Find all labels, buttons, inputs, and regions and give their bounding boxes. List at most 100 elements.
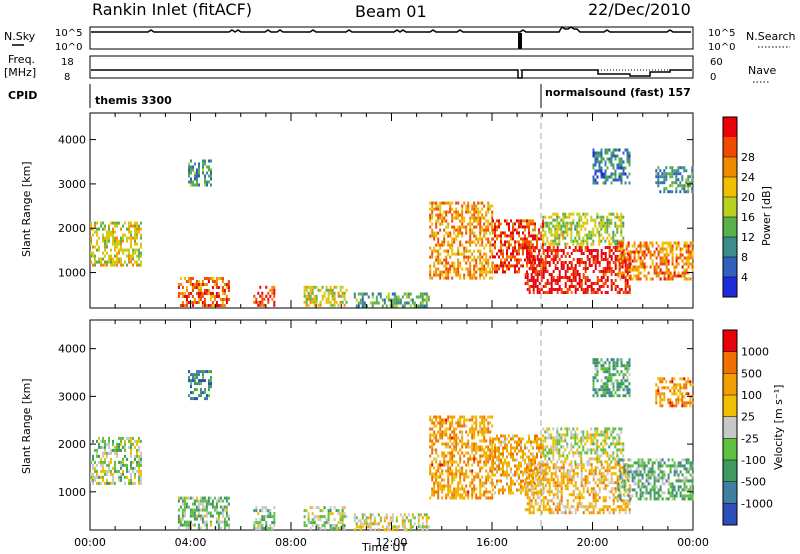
y-tick-label: 1000 [58, 267, 86, 280]
velocity-echo-region [177, 496, 230, 530]
freq-unit: [MHz] [4, 66, 36, 79]
freq-label: Freq. [8, 53, 35, 66]
freq-trace [91, 69, 692, 79]
colorbar-swatch [723, 177, 737, 197]
colorbar-swatch [723, 137, 737, 157]
power-panel: 1000 2000 3000 4000 Slant Range [km] [20, 112, 694, 309]
x-tick-label: 08:00 [275, 536, 307, 549]
freq-panel: Freq. [MHz] 18 8 60 0 Nave [4, 53, 776, 83]
velocity-echo-region [188, 370, 212, 401]
power-echo-region [524, 246, 631, 294]
velocity-ylabel: Slant Range [km] [20, 378, 33, 474]
y-tick-label: 1000 [58, 486, 86, 499]
nsearch-tick-top: 10^5 [708, 28, 735, 39]
colorbar-swatch [723, 351, 737, 374]
freq-tick-top: 18 [61, 57, 74, 68]
power-echo-region [253, 285, 276, 307]
station-title: Rankin Inlet (fitACF) [92, 0, 252, 19]
colorbar-tick-label: 8 [741, 251, 748, 264]
cpid-label: CPID [8, 89, 37, 102]
colorbar-swatch [723, 373, 737, 395]
x-tick-label: 00:00 [677, 536, 709, 549]
colorbar-swatch [723, 460, 737, 482]
velocity-echo-region [524, 463, 631, 515]
velocity-frame [89, 319, 694, 531]
time-axis-label: Time UT [361, 541, 407, 554]
beam-label: Beam 01 [355, 2, 427, 21]
colorbar-swatch [723, 157, 737, 177]
power-echo-region [188, 159, 212, 187]
colorbar-swatch [723, 416, 737, 439]
colorbar-tick-label: -25 [741, 432, 759, 445]
power-colorbar: 4 8 12 16 20 24 28 [722, 116, 755, 298]
x-tick-label: 20:00 [577, 536, 609, 549]
velocity-echo-region [353, 513, 430, 532]
colorbar-swatch [723, 117, 737, 137]
colorbar-tick-label: -100 [741, 454, 766, 467]
power-echo-region [90, 221, 142, 267]
power-echo-region [592, 148, 631, 185]
velocity-colorbar: 1000 500 100 25 -25 -100 -500 -1000 [722, 329, 773, 526]
colorbar-tick-label: 20 [741, 191, 755, 204]
freq-tick-bottom: 8 [64, 72, 70, 83]
y-tick-label: 3000 [58, 178, 86, 191]
date-label: 22/Dec/2010 [588, 0, 691, 19]
nsky-spike [518, 33, 522, 49]
colorbar-tick-label: -1000 [741, 497, 773, 510]
nsky-label: N.Sky [4, 30, 36, 43]
colorbar-swatch [723, 481, 737, 504]
velocity-panel: 1000 2000 3000 4000 00:00 04:00 08:00 12:00 16:… [20, 319, 709, 554]
nave-tick-top: 60 [710, 57, 723, 68]
velocity-x-ticks [89, 320, 694, 530]
colorbar-tick-label: 24 [741, 171, 755, 184]
x-tick-label: 16:00 [476, 536, 508, 549]
power-x-ticks [89, 113, 694, 308]
velocity-echo-region [542, 427, 625, 464]
power-y-ticks: 1000 2000 3000 4000 [58, 134, 693, 280]
nave-label: Nave [748, 64, 776, 77]
power-echo-region [429, 201, 494, 280]
nsky-trace [91, 25, 691, 33]
power-cells [90, 148, 694, 308]
power-echo-region [177, 277, 230, 307]
x-tick-label: 00:00 [74, 536, 106, 549]
colorbar-tick-label: 100 [741, 389, 762, 402]
colorbar-tick-label: 16 [741, 211, 755, 224]
time-tick-labels: 00:00 04:00 08:00 12:00 16:00 20:00 00:00 [74, 536, 709, 549]
velocity-echo-region [655, 377, 694, 408]
velocity-y-ticks: 1000 2000 3000 4000 [58, 343, 693, 499]
colorbar-swatch [723, 330, 737, 352]
velocity-echo-region [303, 506, 348, 531]
colorbar-swatch [723, 503, 737, 525]
nsearch-label: N.Search [746, 30, 796, 43]
power-frame [89, 112, 694, 309]
cpid-strip: CPID themis 3300 normalsound (fast) 157 [8, 84, 691, 108]
power-ylabel: Slant Range [km] [20, 161, 33, 257]
nsky-panel: N.Sky 10^5 10^0 10^5 10^0 N.Search [4, 25, 796, 53]
power-echo-region [617, 241, 694, 281]
y-tick-label: 2000 [58, 438, 86, 451]
colorbar-tick-label: 25 [741, 411, 755, 424]
colorbar-swatch [723, 438, 737, 460]
power-echo-region [303, 285, 348, 307]
colorbar-swatch [723, 257, 737, 277]
velocity-echo-region [617, 458, 694, 501]
y-tick-label: 2000 [58, 222, 86, 235]
y-tick-label: 3000 [58, 390, 86, 403]
mode-label-themis: themis 3300 [95, 94, 172, 107]
colorbar-swatch [723, 217, 737, 237]
colorbar-swatch [723, 197, 737, 217]
mode-label-normalsound: normalsound (fast) 157 [545, 86, 691, 99]
velocity-echo-region [253, 506, 276, 531]
x-tick-label: 12:00 [376, 536, 408, 549]
colorbar-tick-label: 12 [741, 231, 755, 244]
nave-tick-bottom: 0 [710, 72, 716, 83]
colorbar-tick-label: 500 [741, 367, 762, 380]
velocity-echo-region [90, 436, 142, 485]
power-echo-region [353, 292, 430, 308]
nsky-tick-bottom: 10^0 [55, 42, 82, 53]
colorbar-tick-label: 1000 [741, 346, 769, 359]
colorbar-tick-label: -500 [741, 476, 766, 489]
colorbar-tick-label: 4 [741, 271, 748, 284]
